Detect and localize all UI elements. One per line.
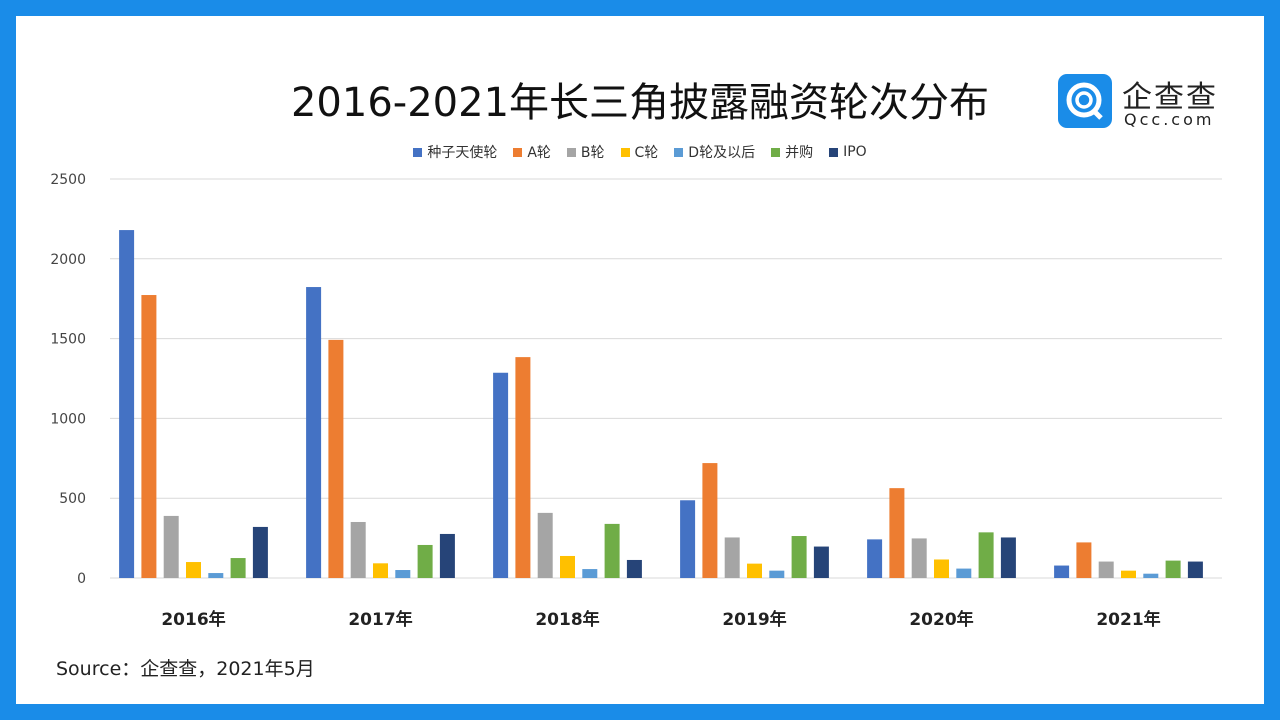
bar-3-1	[373, 563, 388, 578]
y-tick-label: 500	[59, 491, 86, 507]
bar-2-0	[163, 515, 179, 578]
bar-2-2	[537, 512, 553, 578]
x-tick-label: 2021年	[1096, 609, 1160, 630]
bar-0-2	[493, 372, 509, 578]
bar-5-4	[978, 532, 994, 578]
bar-1-4	[889, 488, 905, 578]
legend-label: IPO	[843, 144, 867, 160]
legend-swatch	[674, 147, 684, 157]
bar-4-4	[956, 568, 972, 578]
bar-0-3	[680, 500, 696, 578]
bar-1-0	[141, 295, 157, 578]
bar-4-0	[208, 573, 224, 578]
bar-6-2	[626, 559, 642, 578]
x-tick-label: 2019年	[722, 609, 786, 630]
legend-item: 种子天使轮	[413, 142, 497, 162]
legend-item: D轮及以后	[674, 142, 755, 162]
bar-6-1	[439, 533, 455, 578]
legend-swatch	[566, 147, 576, 157]
bar-0-4	[867, 539, 883, 578]
bar-3-5	[1121, 570, 1136, 578]
bar-0-1	[306, 287, 322, 578]
bar-1-2	[515, 357, 531, 578]
y-tick-label: 2000	[50, 252, 86, 268]
bar-4-3	[769, 570, 785, 578]
bar-3-2	[560, 555, 575, 578]
legend-item: B轮	[566, 142, 605, 162]
legend-swatch	[413, 147, 423, 157]
bar-2-5	[1098, 561, 1114, 578]
bar-6-0	[252, 526, 268, 578]
legend-label: D轮及以后	[688, 145, 756, 161]
y-tick-label: 2500	[50, 172, 86, 188]
chart-card	[16, 16, 1264, 704]
bar-1-5	[1076, 542, 1092, 578]
bar-6-5	[1187, 561, 1203, 578]
y-tick-label: 1500	[50, 332, 86, 348]
legend-item: 并购	[771, 142, 813, 162]
legend-swatch	[513, 147, 523, 157]
x-tick-label: 2018年	[535, 609, 599, 630]
bar-0-0	[119, 230, 135, 578]
bar-4-1	[395, 570, 411, 578]
bar-1-1	[328, 339, 344, 578]
legend-swatch	[620, 147, 630, 157]
bar-1-3	[702, 463, 718, 578]
bar-5-0	[230, 558, 246, 578]
legend-swatch	[771, 147, 781, 157]
legend-label: C轮	[634, 145, 659, 161]
qcc-logo-icon	[1058, 74, 1112, 128]
logo-text-cn: 企查查	[1122, 80, 1218, 115]
bar-3-0	[186, 562, 201, 578]
legend-label: B轮	[580, 145, 605, 161]
chart-title: 2016-2021年长三角披露融资轮次分布	[290, 80, 990, 126]
x-tick-label: 2020年	[909, 609, 973, 630]
legend: 种子天使轮 A轮 B轮 C轮 D轮及以后 并购 IPO	[0, 142, 1280, 162]
bar-5-2	[604, 523, 620, 578]
x-tick-label: 2017年	[348, 609, 412, 630]
logo-text-en: Qcc.com	[1124, 110, 1215, 129]
legend-swatch	[829, 147, 839, 157]
legend-item: A轮	[513, 142, 551, 162]
bar-5-1	[417, 544, 433, 578]
bar-5-5	[1165, 560, 1181, 578]
bar-2-1	[350, 521, 366, 578]
bar-0-5	[1054, 565, 1070, 578]
x-tick-label: 2016年	[161, 609, 225, 630]
legend-item: IPO	[829, 142, 867, 162]
bar-2-4	[911, 538, 927, 578]
bar-3-3	[747, 563, 762, 578]
bar-6-4	[1000, 537, 1016, 578]
legend-label: 并购	[785, 145, 814, 161]
source-note: Source：企查查，2021年5月	[56, 658, 315, 680]
bar-5-3	[791, 536, 807, 578]
legend-label: 种子天使轮	[427, 145, 498, 161]
legend-item: C轮	[620, 142, 659, 162]
bar-4-5	[1143, 573, 1159, 578]
legend-label: A轮	[527, 145, 551, 161]
y-tick-label: 1000	[50, 411, 86, 427]
bar-6-3	[813, 546, 829, 578]
qcc-logo: 企查查 Qcc.com	[1058, 74, 1228, 130]
bar-3-4	[934, 559, 949, 578]
y-tick-label: 0	[77, 571, 86, 587]
bar-2-3	[724, 537, 740, 578]
bar-4-2	[582, 569, 598, 578]
